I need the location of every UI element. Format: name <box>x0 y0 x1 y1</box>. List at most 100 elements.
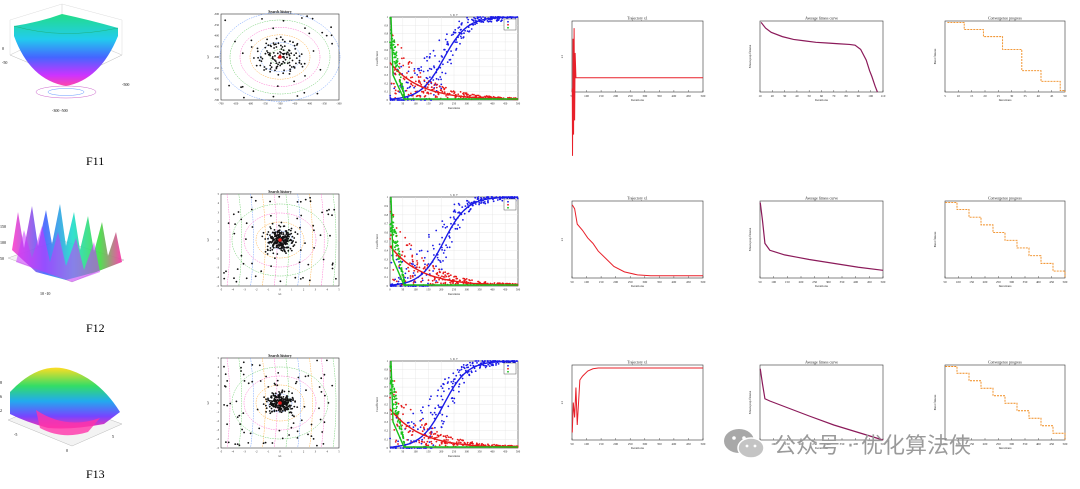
coefficient-point-red <box>438 278 440 281</box>
coefficient-point-blue <box>397 276 400 279</box>
search-point <box>223 272 225 274</box>
coefficient-point-blue <box>438 39 441 42</box>
coefficient-point-red <box>447 439 449 441</box>
search-point <box>287 233 290 236</box>
search-point <box>236 268 239 270</box>
coefficient-point-red <box>420 83 423 86</box>
search-history-contour <box>238 193 243 287</box>
coefficient-point-red <box>412 260 414 263</box>
coefficient-point-green <box>400 85 403 88</box>
coefficient-point-blue <box>444 378 446 381</box>
search-point <box>291 392 293 395</box>
svg-text:-50: -50 <box>2 60 7 65</box>
coefficient-point-blue <box>422 70 425 73</box>
coefficient-point-blue <box>476 16 479 18</box>
search-point <box>298 61 301 64</box>
coefficient-point-blue <box>481 360 484 362</box>
search-point <box>288 54 291 57</box>
search-point <box>240 86 243 89</box>
coefficient-panel: r, p, e Iterations Coefficient 0 50 100 150 200… <box>375 357 521 459</box>
search-point <box>253 57 255 59</box>
coefficient-point-red <box>399 231 402 233</box>
search-point <box>275 404 278 406</box>
search-point <box>291 414 294 417</box>
coefficient-point-blue <box>434 55 436 57</box>
search-point <box>277 236 280 239</box>
search-point <box>325 34 328 37</box>
search-point <box>282 235 285 238</box>
search-point <box>275 409 278 412</box>
search-point <box>327 402 330 404</box>
search-point <box>323 373 326 376</box>
coefficient-point-green <box>399 76 402 79</box>
search-point <box>279 51 281 53</box>
search-point <box>279 398 282 401</box>
search-history-xtick: -1 <box>267 451 270 454</box>
coefficient-point-red <box>389 396 391 399</box>
coefficient-point-green <box>392 215 395 218</box>
coefficient-point-blue <box>448 246 451 249</box>
coefficient-point-red <box>401 250 404 253</box>
coefficient-point-red <box>423 266 426 268</box>
search-point <box>288 239 291 242</box>
search-history-panel: Search history x1 x2 -5 -4 -3 -2 -1 0 1 2 3 4 5 5 4 3 2 1 0… <box>206 354 340 458</box>
convergence-xtick-label: 50 <box>943 280 947 284</box>
coefficient-point-red <box>426 86 429 89</box>
coefficient-point-blue <box>397 280 400 283</box>
search-point <box>292 398 294 400</box>
coefficient-point-red <box>446 434 449 437</box>
coefficient-point-red <box>406 244 409 247</box>
search-point <box>303 405 306 408</box>
search-point <box>280 44 282 47</box>
coefficient-point-blue <box>426 250 429 253</box>
search-point <box>312 224 315 227</box>
search-point <box>239 423 242 425</box>
coefficient-point-blue <box>483 201 486 203</box>
search-history-xlabel: x1 <box>278 454 282 458</box>
search-point <box>284 398 287 400</box>
search-point <box>299 249 302 252</box>
search-point <box>266 253 269 255</box>
coefficient-point-blue <box>451 397 454 399</box>
coefficient-point-green <box>397 248 400 250</box>
coefficient-point-blue <box>427 263 430 265</box>
search-point <box>277 42 280 45</box>
coefficient-point-blue <box>444 72 447 75</box>
search-point <box>228 84 231 87</box>
fitness-panel: 50 100 150 200 250 300 350 400 450 500 Average fit… <box>748 197 886 289</box>
search-point <box>282 53 285 56</box>
coefficient-point-red <box>435 86 438 89</box>
search-point <box>305 389 307 392</box>
search-history-ytick: -500 <box>214 56 220 59</box>
search-point <box>234 40 236 43</box>
search-point <box>272 246 275 249</box>
search-point <box>271 241 273 244</box>
convergence-xtick-label: 300 <box>1009 280 1014 284</box>
coefficient-point-green <box>392 221 395 224</box>
coefficient-point-green <box>395 241 398 244</box>
coefficient-point-blue <box>420 409 422 412</box>
search-history-xtick: -500 <box>277 103 283 106</box>
search-point <box>283 40 286 43</box>
coefficient-point-green <box>401 274 404 276</box>
convergence-ylabel: Best fitness <box>933 394 937 410</box>
fitness-xtick-label: 500 <box>881 442 886 446</box>
search-point <box>288 53 290 56</box>
coefficient-point-blue <box>451 382 454 385</box>
coefficient-point-red <box>416 262 419 264</box>
coefficient-point-blue <box>404 272 407 275</box>
coefficient-point-green <box>395 235 397 237</box>
coefficient-point-blue <box>440 78 442 81</box>
coefficient-legend <box>503 18 517 31</box>
search-point <box>274 60 277 62</box>
search-point <box>297 376 300 379</box>
search-point <box>241 85 244 88</box>
coefficient-point-red <box>448 275 450 277</box>
search-history-ytick: -650 <box>214 88 220 91</box>
search-point <box>271 248 274 251</box>
coefficient-point-red <box>414 424 417 427</box>
convergence-line <box>945 366 1066 440</box>
coefficient-point-red <box>466 441 469 444</box>
coefficient-point-blue <box>501 199 504 202</box>
coefficient-point-blue <box>432 444 435 447</box>
